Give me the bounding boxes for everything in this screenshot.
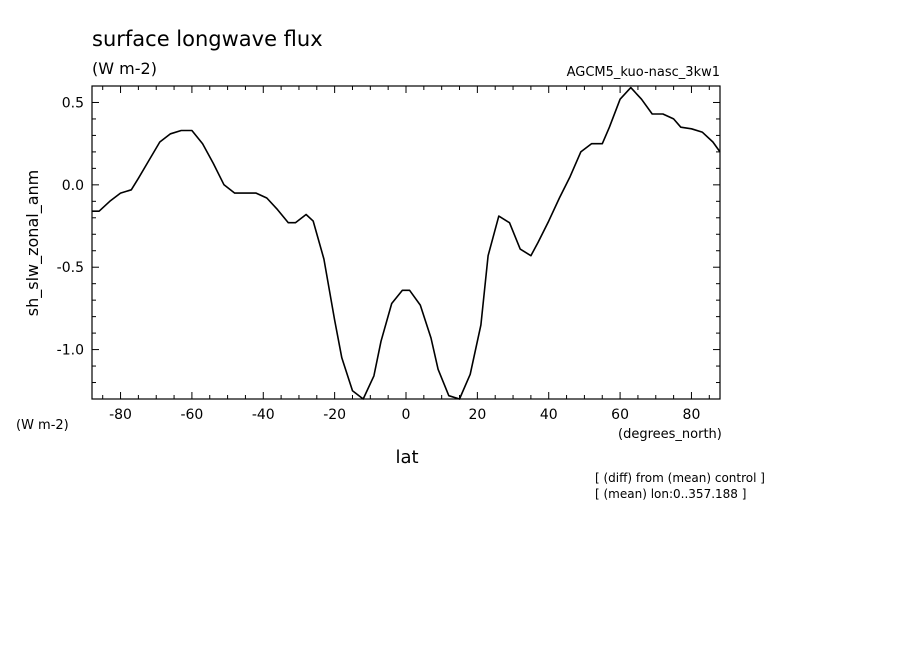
y-tick-label: 0.0 xyxy=(62,178,84,194)
x-tick-label: 80 xyxy=(683,407,701,423)
x-tick-label: 20 xyxy=(468,407,486,423)
note-line-2: [ (mean) lon:0..357.188 ] xyxy=(595,487,746,501)
x-tick-label: -40 xyxy=(252,407,275,423)
x-tick-label: -60 xyxy=(180,407,203,423)
x-tick-label: 40 xyxy=(540,407,558,423)
y-axis-label: sh_slw_zonal_anm xyxy=(23,170,43,316)
x-tick-label: -20 xyxy=(323,407,346,423)
tick-marks xyxy=(92,85,720,400)
x-axis-units: (degrees_north) xyxy=(618,427,722,442)
y-tick-labels: 0.5 0.0 -0.5 -1.0 xyxy=(57,95,84,358)
y-axis-units: (W m-2) xyxy=(16,418,69,433)
x-tick-labels: -80 -60 -40 -20 0 20 40 60 80 xyxy=(109,407,700,423)
y-tick-label: -0.5 xyxy=(57,260,84,276)
run-label: AGCM5_kuo-nasc_3kw1 xyxy=(567,65,720,80)
note-line-1: [ (diff) from (mean) control ] xyxy=(595,471,765,485)
y-tick-label: -1.0 xyxy=(57,343,84,359)
chart-title: surface longwave flux xyxy=(92,27,323,51)
x-tick-label: -80 xyxy=(109,407,132,423)
x-tick-label: 0 xyxy=(402,407,411,423)
plot-frame xyxy=(91,85,721,400)
x-axis-label: lat xyxy=(395,447,418,468)
flux-anomaly-line xyxy=(92,86,721,400)
chart-subtitle: (W m-2) xyxy=(92,59,157,78)
y-tick-label: 0.5 xyxy=(62,95,84,111)
x-tick-label: 60 xyxy=(611,407,629,423)
